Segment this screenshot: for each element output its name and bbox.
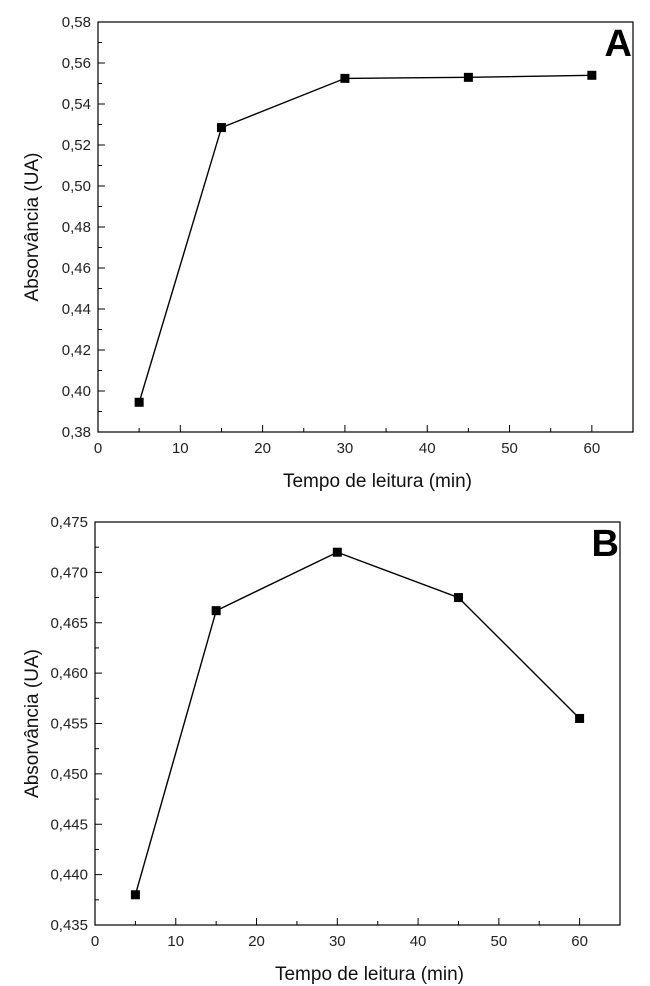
panel-a-y-tick-label: 0,52 xyxy=(62,137,91,154)
panel-b-data-point xyxy=(575,713,585,723)
panel-a-y-tick-label: 0,38 xyxy=(62,424,91,441)
panel-a-y-tick-label: 0,50 xyxy=(62,178,91,195)
panel-b-y-tick-label: 0,470 xyxy=(50,564,88,581)
panel-a-data-point xyxy=(216,123,226,133)
panel-b-plot-frame xyxy=(94,521,621,926)
panel-a-y-tick-label: 0,40 xyxy=(62,383,91,400)
panel-a-x-tick-label: 20 xyxy=(254,440,271,457)
panel-a-data-point xyxy=(340,73,350,83)
panel-b-data-point xyxy=(130,890,140,900)
panel-a-data-point xyxy=(587,70,597,80)
panel-b-data-point xyxy=(211,606,221,616)
panel-a-data-point xyxy=(463,72,473,82)
panel-a-plot-frame xyxy=(97,21,634,433)
panel-b-x-tick-label: 20 xyxy=(248,933,265,950)
panel-b-x-tick-label: 40 xyxy=(410,933,427,950)
panel-b-y-tick-label: 0,450 xyxy=(50,766,88,783)
panel-b-chart: 0 10 20 30 40 50 60 0,435 0,440 0,445 0,450 0,455 0,… xyxy=(22,514,621,985)
panel-b-data-point xyxy=(453,593,463,603)
panel-b-y-tick-label: 0,475 xyxy=(50,514,88,531)
panel-a-y-tick-label: 0,44 xyxy=(62,301,91,318)
panel-b-x-tick-label: 0 xyxy=(91,933,99,950)
panel-b-data-point xyxy=(332,547,342,557)
panel-b-series-line xyxy=(134,551,581,895)
panel-a-label: A xyxy=(605,23,632,65)
panel-b-y-tick-label: 0,435 xyxy=(50,917,88,934)
panel-a-x-tick-label: 40 xyxy=(419,440,436,457)
panel-b-y-tick-label: 0,445 xyxy=(50,816,88,833)
panel-b-y-tick-label: 0,455 xyxy=(50,716,88,733)
panel-a-x-axis-title: Tempo de leitura (min) xyxy=(283,471,472,492)
panel-a-x-tick-label: 60 xyxy=(584,440,601,457)
panel-b-label: B xyxy=(592,523,619,565)
panel-b-y-tick-label: 0,460 xyxy=(50,665,88,682)
panel-a-data-point xyxy=(134,397,144,407)
panel-b-x-tick-label: 60 xyxy=(571,933,588,950)
panel-b-x-tick-label: 30 xyxy=(329,933,346,950)
panel-a-x-tick-label: 0 xyxy=(94,440,102,457)
panel-a-x-tick-label: 50 xyxy=(501,440,518,457)
panel-a-y-tick-label: 0,58 xyxy=(62,14,91,31)
panel-a-y-tick-label: 0,54 xyxy=(62,96,91,113)
panel-a-y-tick-label: 0,48 xyxy=(62,219,91,236)
panel-a-y-tick-label: 0,56 xyxy=(62,55,91,72)
panel-a-x-tick-label: 30 xyxy=(337,440,354,457)
panel-a-y-axis-title: Absorvância (UA) xyxy=(22,153,43,302)
panel-b-y-tick-label: 0,440 xyxy=(50,867,88,884)
panel-b-x-tick-label: 10 xyxy=(167,933,184,950)
panel-a-series-line xyxy=(138,74,592,403)
panel-a-y-tick-label: 0,42 xyxy=(62,342,91,359)
panel-a-chart: 0 10 20 30 40 50 60 0,38 0,40 0,42 0,44 0,46 0,48 0,5… xyxy=(22,14,634,492)
panel-b-y-axis-title: Absorvância (UA) xyxy=(22,649,43,798)
panel-b-x-axis-title: Tempo de leitura (min) xyxy=(275,964,464,985)
panel-b-x-tick-label: 50 xyxy=(491,933,508,950)
panel-b-y-tick-label: 0,465 xyxy=(50,615,88,632)
panel-a-x-tick-label: 10 xyxy=(172,440,189,457)
panel-a-y-tick-label: 0,46 xyxy=(62,260,91,277)
